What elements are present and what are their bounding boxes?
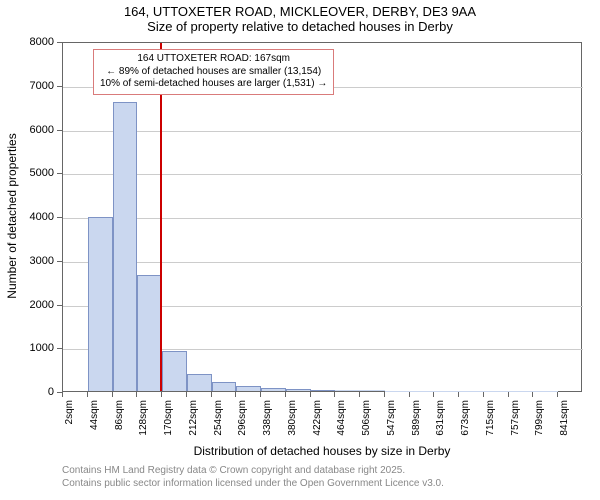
x-tick-label: 715sqm [485, 400, 496, 450]
chart-title-line2: Size of property relative to detached ho… [0, 19, 600, 38]
footer-line2: Contains public sector information licen… [62, 477, 444, 490]
x-tick-label: 254sqm [213, 400, 224, 450]
x-tick-label: 464sqm [336, 400, 347, 450]
histogram-bar [261, 388, 286, 391]
y-tick-mark [57, 217, 62, 218]
x-tick-label: 338sqm [262, 400, 273, 450]
x-tick-mark [409, 392, 410, 397]
x-tick-mark [260, 392, 261, 397]
histogram-bar [113, 102, 138, 391]
y-axis-label: Number of detached properties [5, 133, 19, 298]
chart-title-line1: 164, UTTOXETER ROAD, MICKLEOVER, DERBY, … [0, 0, 600, 19]
histogram-bar [236, 386, 261, 391]
histogram-bar [286, 389, 311, 391]
gridline [63, 174, 583, 175]
x-tick-mark [359, 392, 360, 397]
x-tick-mark [235, 392, 236, 397]
x-tick-mark [285, 392, 286, 397]
x-tick-label: 589sqm [411, 400, 422, 450]
x-tick-label: 44sqm [89, 400, 100, 450]
x-tick-label: 757sqm [510, 400, 521, 450]
y-tick-label: 4000 [22, 211, 54, 223]
histogram-bar [360, 390, 385, 391]
gridline [63, 262, 583, 263]
x-tick-mark [87, 392, 88, 397]
histogram-bar [311, 390, 336, 391]
x-tick-label: 422sqm [312, 400, 323, 450]
x-tick-label: 631sqm [435, 400, 446, 450]
x-tick-mark [557, 392, 558, 397]
y-tick-label: 1000 [22, 342, 54, 354]
x-tick-label: 841sqm [559, 400, 570, 450]
x-tick-label: 86sqm [114, 400, 125, 450]
y-tick-label: 2000 [22, 299, 54, 311]
x-tick-mark [483, 392, 484, 397]
plot-area: 164 UTTOXETER ROAD: 167sqm← 89% of detac… [62, 42, 582, 392]
x-tick-mark [62, 392, 63, 397]
x-tick-mark [384, 392, 385, 397]
y-tick-label: 3000 [22, 255, 54, 267]
x-tick-label: 296sqm [237, 400, 248, 450]
x-tick-mark [211, 392, 212, 397]
x-tick-mark [186, 392, 187, 397]
x-tick-mark [136, 392, 137, 397]
x-tick-label: 212sqm [188, 400, 199, 450]
gridline [63, 218, 583, 219]
x-tick-mark [508, 392, 509, 397]
y-tick-mark [57, 130, 62, 131]
footer-line1: Contains HM Land Registry data © Crown c… [62, 464, 444, 477]
y-tick-mark [57, 173, 62, 174]
y-tick-mark [57, 42, 62, 43]
histogram-bar [162, 351, 187, 391]
x-tick-label: 2sqm [64, 400, 75, 450]
y-tick-mark [57, 305, 62, 306]
annotation-box: 164 UTTOXETER ROAD: 167sqm← 89% of detac… [93, 49, 334, 95]
x-tick-label: 506sqm [361, 400, 372, 450]
footer-attribution: Contains HM Land Registry data © Crown c… [62, 464, 444, 490]
x-tick-mark [433, 392, 434, 397]
x-tick-label: 380sqm [287, 400, 298, 450]
y-tick-mark [57, 261, 62, 262]
x-tick-mark [334, 392, 335, 397]
x-tick-mark [532, 392, 533, 397]
y-tick-label: 6000 [22, 124, 54, 136]
histogram-bar [212, 382, 237, 391]
y-tick-mark [57, 348, 62, 349]
x-axis-label: Distribution of detached houses by size … [62, 444, 582, 458]
y-tick-label: 5000 [22, 167, 54, 179]
histogram-bar [88, 217, 113, 391]
y-tick-label: 0 [22, 386, 54, 398]
y-tick-mark [57, 86, 62, 87]
x-tick-label: 673sqm [460, 400, 471, 450]
x-tick-label: 547sqm [386, 400, 397, 450]
histogram-bar [187, 374, 212, 391]
histogram-bar [335, 390, 360, 391]
x-tick-mark [458, 392, 459, 397]
annotation-line: 164 UTTOXETER ROAD: 167sqm [100, 53, 327, 66]
x-tick-mark [112, 392, 113, 397]
annotation-line: ← 89% of detached houses are smaller (13… [100, 66, 327, 79]
y-tick-label: 7000 [22, 80, 54, 92]
annotation-line: 10% of semi-detached houses are larger (… [100, 78, 327, 91]
reference-line [160, 43, 162, 391]
x-tick-label: 170sqm [163, 400, 174, 450]
y-tick-label: 8000 [22, 36, 54, 48]
x-tick-label: 128sqm [138, 400, 149, 450]
x-tick-mark [161, 392, 162, 397]
histogram-bar [137, 275, 162, 391]
x-tick-mark [310, 392, 311, 397]
x-tick-label: 799sqm [534, 400, 545, 450]
gridline [63, 131, 583, 132]
chart-container: 164, UTTOXETER ROAD, MICKLEOVER, DERBY, … [0, 0, 600, 500]
